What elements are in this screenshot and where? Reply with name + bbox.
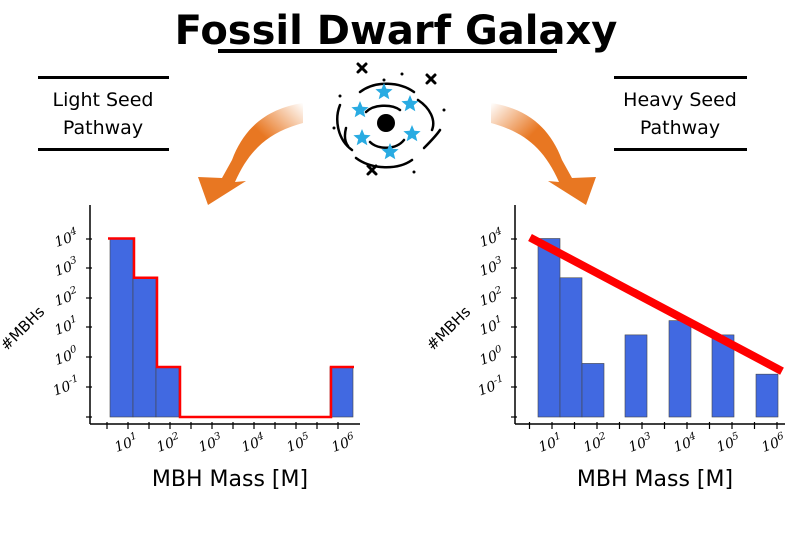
star-icon: [375, 83, 393, 100]
x-tick-label: 101: [536, 431, 565, 456]
histogram-bar: [155, 366, 180, 418]
title-underline: [218, 49, 557, 53]
divider: [38, 148, 169, 151]
x-tick-label: 101: [112, 431, 141, 456]
x-tick-label: 106: [329, 430, 358, 455]
x-axis-label: MBH Mass [M]: [577, 467, 733, 492]
y-tick-label: 101: [477, 314, 506, 339]
black-hole-icon: [377, 114, 395, 132]
y-axis-label: #MBHs: [0, 303, 48, 355]
star-icon: [381, 143, 399, 160]
stars-group: [351, 83, 421, 160]
trend-line: [528, 233, 784, 375]
x-tick-label: 105: [714, 431, 743, 456]
y-tick-label: 10-1: [475, 373, 507, 399]
x-tick-label: 104: [239, 431, 268, 456]
heavy-seed-pathway-label: Heavy Seed Pathway: [614, 76, 747, 151]
x-tick-label: 103: [626, 431, 655, 456]
star-icon: [353, 129, 371, 146]
y-tick-label: 102: [52, 285, 81, 310]
pathway-line2: Pathway: [640, 117, 720, 139]
histogram-bar: [711, 334, 735, 418]
star-icon: [401, 95, 419, 112]
histogram-bar: [624, 334, 648, 418]
y-tick-label: 100: [52, 343, 81, 368]
histogram-bar: [132, 277, 157, 418]
x-tick-label: 102: [581, 431, 610, 456]
star-icon: [403, 125, 421, 142]
divider: [38, 76, 169, 79]
histogram-bar: [559, 277, 583, 418]
arrow-icon: [491, 103, 596, 205]
histogram-bar: [537, 238, 561, 418]
y-tick-label: 103: [52, 255, 81, 280]
x-tick-label: 104: [671, 431, 700, 456]
star-icon: [351, 101, 369, 118]
y-tick-label: 103: [477, 255, 506, 280]
light-seed-pathway-label: Light Seed Pathway: [38, 76, 169, 151]
light-seed-chart: 104 103 102 101 100 10-1 101 102 103 104 105 106 MBH…: [0, 205, 360, 492]
divider: [614, 76, 747, 79]
y-tick-label: 101: [52, 314, 81, 339]
x-axis-label: MBH Mass [M]: [152, 467, 308, 492]
x-tick-label: 102: [154, 431, 183, 456]
pathway-line2: Pathway: [63, 117, 143, 139]
arrow-icon: [198, 103, 303, 205]
histogram-bar: [668, 320, 692, 418]
y-tick-label: 102: [477, 285, 506, 310]
y-axis-label: #MBHs: [423, 303, 475, 355]
page-title: Fossil Dwarf Galaxy: [175, 8, 618, 54]
pathway-line1: Light Seed: [53, 89, 154, 111]
galaxy-icon: [332, 62, 446, 176]
histogram-bar: [109, 238, 134, 418]
histogram-bar: [755, 373, 779, 418]
histogram-bar: [581, 363, 605, 418]
histogram-bar: [329, 366, 354, 418]
divider: [614, 148, 747, 151]
x-tick-label: 103: [196, 431, 225, 456]
y-tick-label: 104: [52, 226, 81, 251]
y-tick-label: 104: [477, 226, 506, 251]
y-tick-label: 10-1: [50, 373, 82, 399]
step-outline: [108, 237, 354, 419]
x-tick-label: 106: [759, 430, 788, 455]
pathway-line1: Heavy Seed: [623, 89, 737, 111]
y-tick-label: 100: [477, 343, 506, 368]
x-tick-label: 105: [284, 431, 313, 456]
heavy-seed-chart: 104 103 102 101 100 10-1 101 102 103 104 105 106 MBH…: [423, 205, 788, 492]
